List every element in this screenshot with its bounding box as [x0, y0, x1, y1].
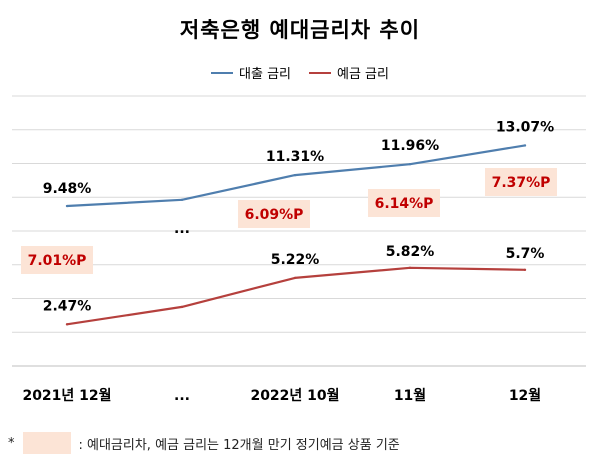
data-label: 2.47% [43, 298, 92, 314]
spread-box [368, 189, 440, 217]
data-label: 11.31% [266, 149, 324, 165]
spread-box [21, 246, 93, 274]
data-label: 11.96% [381, 138, 439, 154]
data-label: 13.07% [496, 119, 554, 135]
x-tick-label: 2021년 12월 [22, 387, 111, 404]
legend: 대출 금리 예금 금리 [0, 63, 600, 82]
data-label: 5.22% [271, 252, 320, 268]
data-label: 9.48% [43, 181, 92, 197]
spread-box [485, 168, 557, 196]
x-tick-label: 2022년 10월 [250, 387, 339, 404]
legend-item-loan: 대출 금리 [211, 63, 291, 82]
legend-swatch-loan [211, 71, 234, 74]
legend-label-deposit: 예금 금리 [337, 67, 389, 82]
data-point [180, 198, 184, 201]
data-point [408, 162, 412, 166]
spread-label: 7.01%P [28, 253, 87, 269]
chart-title: 저축은행 예대금리차 추이 [179, 18, 421, 42]
spread-label: 6.14%P [375, 196, 434, 212]
spread-label: 7.37%P [492, 175, 551, 191]
data-point [180, 305, 184, 309]
data-label: 5.7% [506, 246, 545, 262]
data-point [523, 268, 527, 272]
data-point [65, 323, 69, 326]
x-tick-label: ... [174, 388, 190, 404]
legend-item-deposit: 예금 금리 [309, 63, 389, 82]
footnote-asterisk: * [8, 435, 15, 451]
data-point [293, 173, 297, 177]
data-point [408, 266, 412, 269]
deposit-rate-line [66, 266, 526, 326]
legend-swatch-deposit [309, 71, 331, 74]
footnote-swatch [22, 432, 71, 454]
footnote-text: : 예대금리차, 예금 금리는 12개월 만기 정기예금 상품 기준 [78, 437, 400, 453]
data-point [523, 144, 527, 147]
spread-label: 6.09%P [245, 207, 304, 223]
data-label: 5.82% [386, 244, 435, 260]
data-point [65, 204, 69, 208]
x-tick-label: 11월 [394, 387, 426, 404]
gap-marker: ... [174, 221, 190, 237]
spread-box [238, 200, 310, 228]
legend-label-loan: 대출 금리 [239, 67, 291, 82]
footnote: * : 예대금리차, 예금 금리는 12개월 만기 정기예금 상품 기준 [8, 432, 400, 454]
x-tick-label: 12월 [509, 387, 541, 404]
data-point [293, 276, 297, 280]
